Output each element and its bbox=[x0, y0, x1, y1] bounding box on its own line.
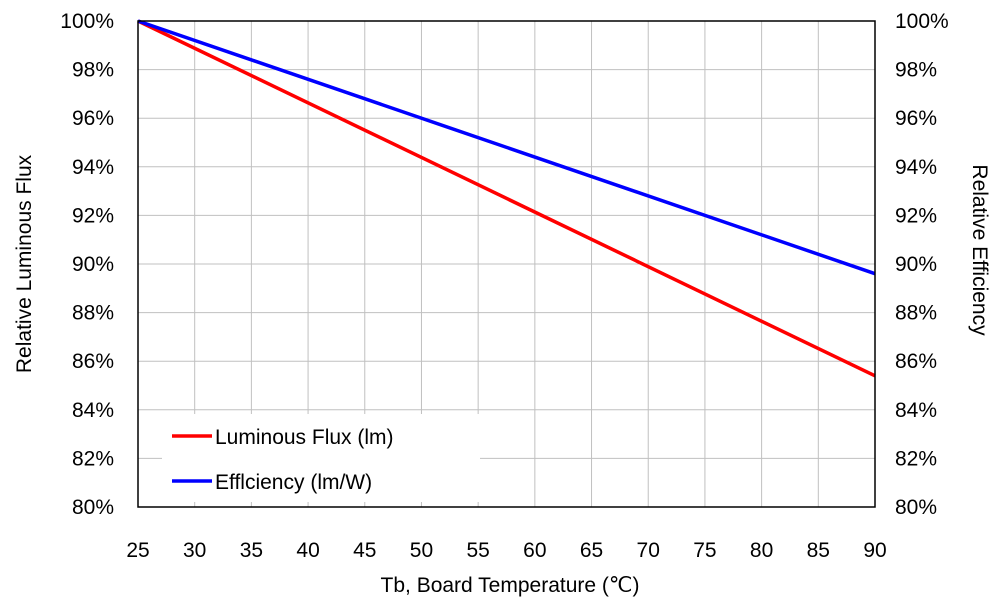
y-tick-label-left: 90% bbox=[72, 253, 114, 276]
legend-box bbox=[162, 414, 480, 502]
y-tick-label-right: 98% bbox=[895, 59, 937, 82]
y-tick-label-right: 84% bbox=[895, 399, 937, 422]
y-tick-label-right: 86% bbox=[895, 350, 937, 373]
y-tick-label-left: 100% bbox=[60, 10, 114, 33]
x-tick-label: 40 bbox=[296, 539, 319, 562]
y-tick-label-right: 88% bbox=[895, 302, 937, 325]
x-axis-title: Tb, Board Temperature (℃) bbox=[381, 574, 640, 597]
y-tick-label-left: 86% bbox=[72, 350, 114, 373]
x-tick-label: 35 bbox=[240, 539, 263, 562]
y-tick-label-left: 82% bbox=[72, 447, 114, 470]
y-tick-label-right: 96% bbox=[895, 107, 937, 130]
x-tick-label: 30 bbox=[183, 539, 206, 562]
x-tick-label: 45 bbox=[353, 539, 376, 562]
x-tick-label: 75 bbox=[693, 539, 716, 562]
y-tick-label-left: 88% bbox=[72, 302, 114, 325]
x-tick-label: 70 bbox=[637, 539, 660, 562]
y-tick-label-left: 96% bbox=[72, 107, 114, 130]
y-tick-label-right: 80% bbox=[895, 496, 937, 519]
y-tick-label-right: 82% bbox=[895, 447, 937, 470]
series-line-luminous-flux bbox=[137, 19, 876, 378]
legend-label-efficiency: Efflciency (lm/W) bbox=[215, 471, 372, 494]
x-tick-label: 55 bbox=[466, 539, 489, 562]
y-tick-label-left: 84% bbox=[72, 399, 114, 422]
x-tick-label: 65 bbox=[580, 539, 603, 562]
y-tick-label-right: 92% bbox=[895, 204, 937, 227]
y-tick-label-left: 80% bbox=[72, 496, 114, 519]
y-tick-label-right: 94% bbox=[895, 156, 937, 179]
legend: Luminous Flux (lm) Efflciency (lm/W) bbox=[162, 414, 480, 502]
x-tick-label: 85 bbox=[807, 539, 830, 562]
y-tick-label-left: 92% bbox=[72, 204, 114, 227]
y-tick-label-right: 90% bbox=[895, 253, 937, 276]
tick-labels: 25 30 35 40 45 50 55 60 65 70 75 80 85 90 80% 80% 82% 82%… bbox=[60, 10, 948, 562]
plot-frame bbox=[137, 20, 876, 508]
x-tick-label: 25 bbox=[126, 539, 149, 562]
x-tick-label: 80 bbox=[750, 539, 773, 562]
x-tick-label: 90 bbox=[863, 539, 886, 562]
y-axis-title-right: Relative Efficiency bbox=[968, 164, 991, 336]
series-lines bbox=[137, 19, 876, 378]
y-tick-label-left: 94% bbox=[72, 156, 114, 179]
y-tick-label-left: 98% bbox=[72, 59, 114, 82]
y-axis-title-left: Relative Luminous Flux bbox=[13, 154, 36, 373]
x-tick-label: 50 bbox=[410, 539, 433, 562]
x-tick-label: 60 bbox=[523, 539, 546, 562]
series-line-efficiency bbox=[137, 19, 876, 276]
y-tick-label-right: 100% bbox=[895, 10, 949, 33]
legend-label-luminous-flux: Luminous Flux (lm) bbox=[215, 426, 394, 449]
